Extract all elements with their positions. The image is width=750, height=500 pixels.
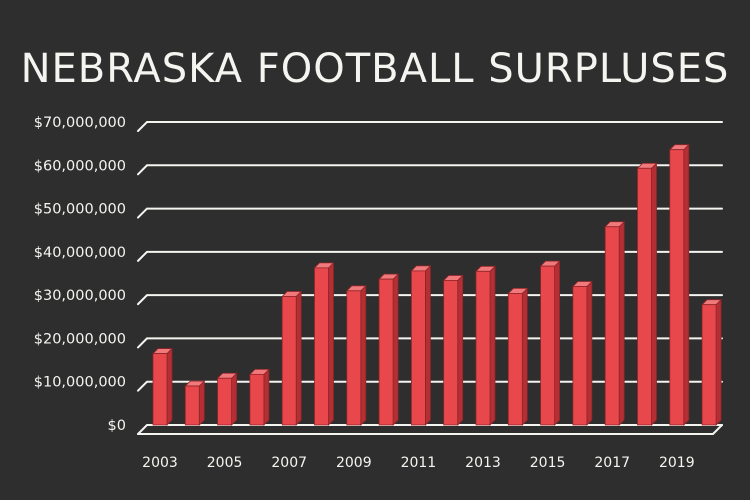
- y-tick-label: $0: [108, 418, 126, 434]
- bar: [507, 287, 529, 426]
- bar: [701, 298, 723, 426]
- y-tick-label: $30,000,000: [34, 288, 126, 304]
- y-tick-label: $20,000,000: [34, 331, 126, 347]
- x-tick-label: 2009: [336, 455, 372, 471]
- grid-line: [137, 250, 723, 262]
- axis-baseline: [137, 424, 723, 435]
- bar: [313, 261, 335, 426]
- bar: [442, 274, 464, 426]
- y-axis-ticks: $0 $10,000,000 $20,000,000 $30,000,000 $40,0…: [34, 115, 126, 434]
- grid-line: [137, 207, 723, 219]
- bar: [345, 284, 367, 426]
- bar: [216, 372, 238, 426]
- grid-lines: [137, 121, 723, 435]
- grid-line: [137, 294, 723, 306]
- grid-line: [137, 424, 723, 435]
- bar: [636, 162, 658, 426]
- x-axis-ticks: 2003 2005 2007 2009 2011 2013 2015 2017 2019: [142, 455, 694, 471]
- x-tick-label: 2019: [659, 455, 695, 471]
- bars: [152, 143, 723, 426]
- bar: [248, 368, 270, 426]
- bar: [410, 264, 432, 426]
- y-tick-label: $40,000,000: [34, 245, 126, 261]
- bar: [281, 290, 303, 426]
- bar: [475, 265, 496, 426]
- bar: [604, 220, 626, 426]
- bar: [152, 347, 173, 426]
- x-tick-label: 2015: [530, 455, 566, 471]
- y-tick-label: $50,000,000: [34, 202, 126, 218]
- y-tick-label: $60,000,000: [34, 158, 126, 174]
- x-tick-label: 2007: [271, 455, 307, 471]
- grid-line: [137, 337, 723, 349]
- bar: [668, 143, 690, 426]
- bar: [539, 260, 561, 426]
- grid-line: [137, 380, 723, 392]
- chart-title: NEBRASKA FOOTBALL SURPLUSES: [21, 46, 730, 92]
- grid-line: [137, 121, 723, 132]
- x-tick-label: 2017: [594, 455, 630, 471]
- y-tick-label: $10,000,000: [34, 375, 126, 391]
- x-tick-label: 2011: [401, 455, 437, 471]
- x-tick-label: 2013: [465, 455, 501, 471]
- grid-line: [137, 164, 723, 176]
- x-tick-label: 2005: [207, 455, 243, 471]
- bar: [378, 273, 400, 426]
- bar: [184, 380, 206, 426]
- bar: [571, 280, 593, 426]
- x-tick-label: 2003: [142, 455, 178, 471]
- y-tick-label: $70,000,000: [34, 115, 126, 131]
